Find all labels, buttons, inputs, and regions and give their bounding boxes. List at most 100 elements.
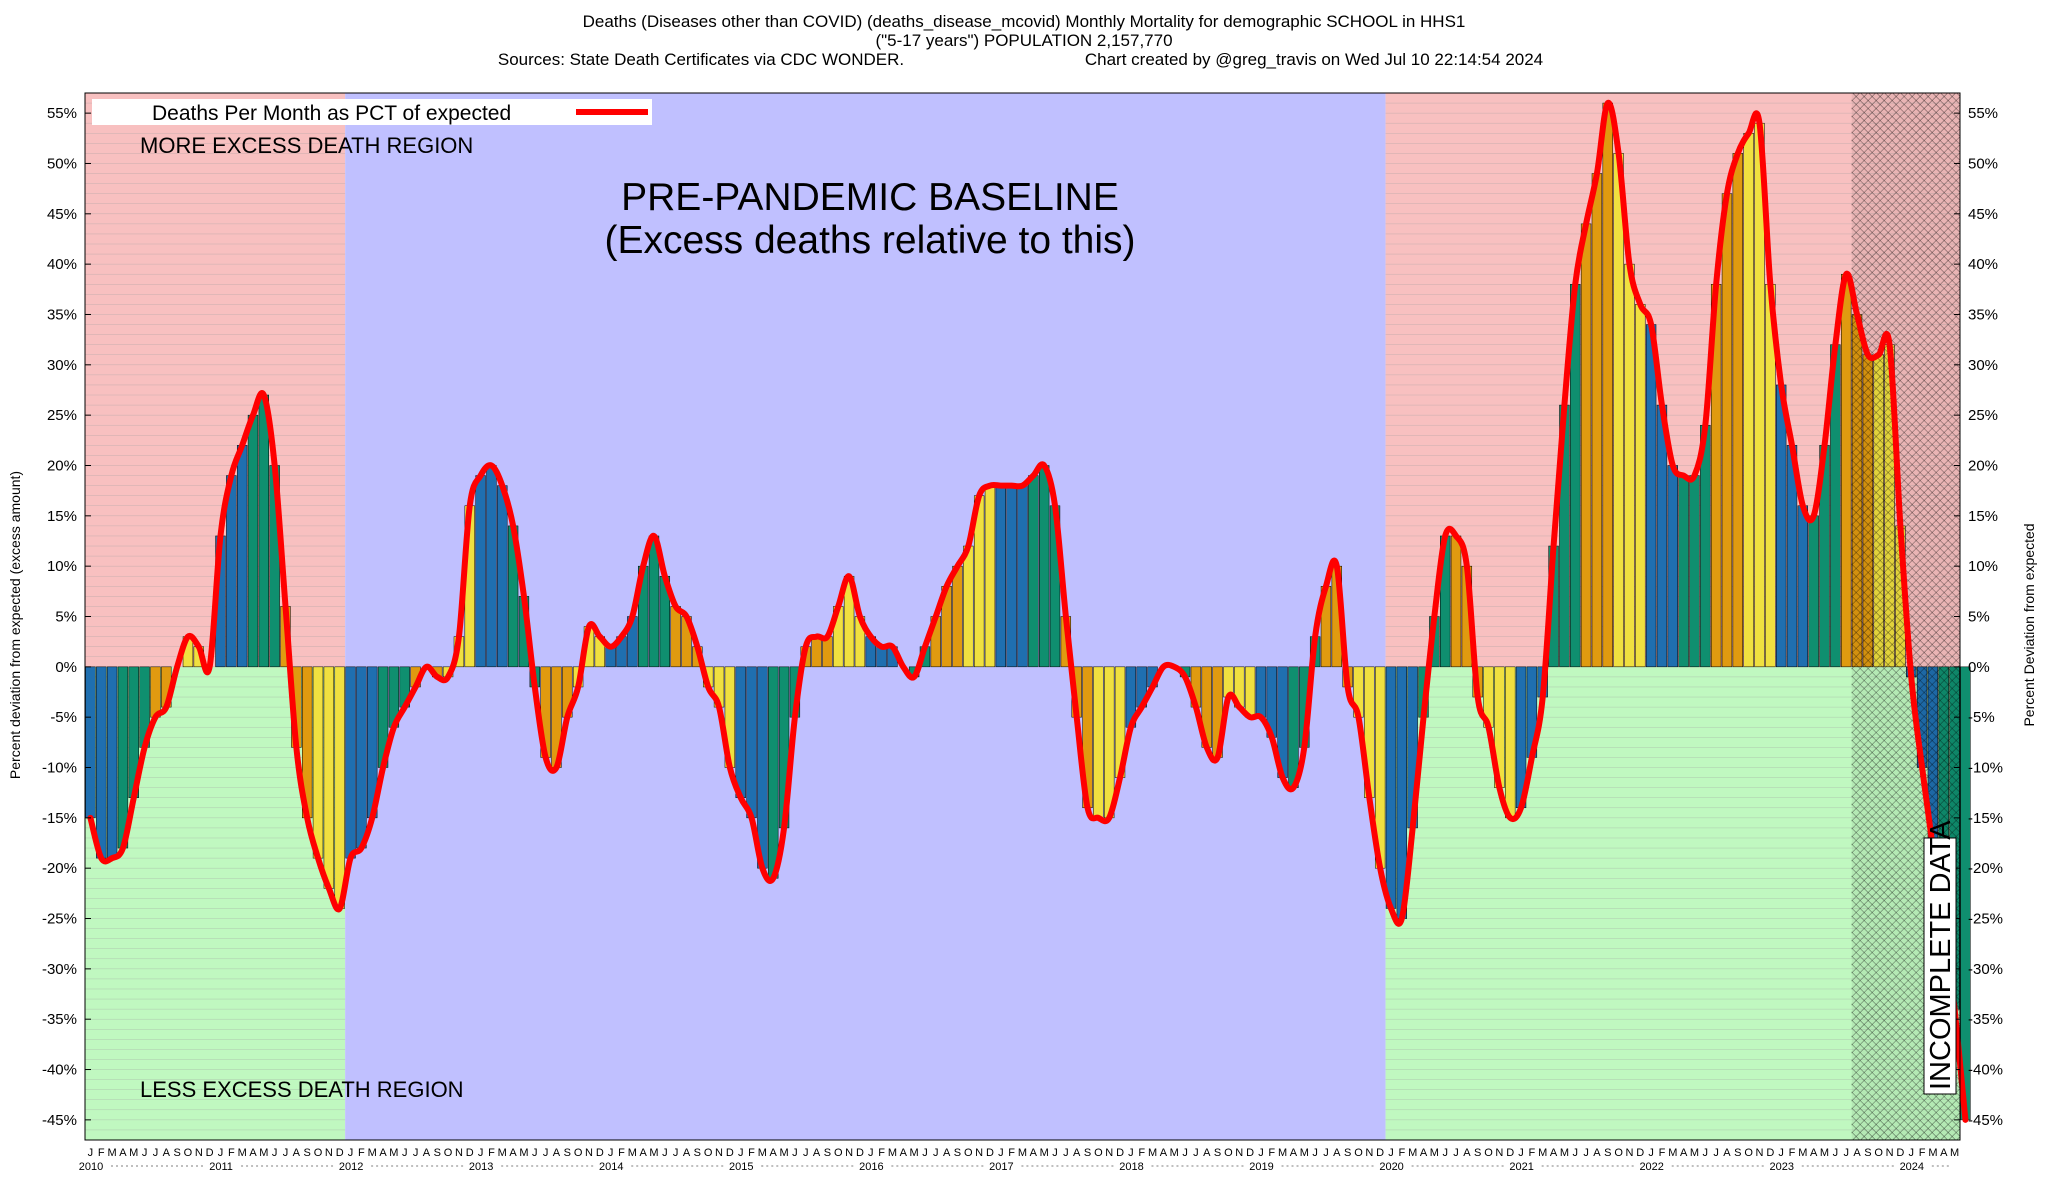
y-tick-label: -15% — [1968, 810, 2003, 827]
hatch-line — [1851, 864, 1961, 974]
series-line — [87, 100, 1969, 1123]
hatch-line — [1851, 160, 1961, 270]
y-tick-label: 20% — [1968, 457, 1998, 474]
hatch-line — [1851, 608, 1961, 718]
bar — [1505, 666, 1516, 819]
x-month-label: A — [1853, 1147, 1861, 1159]
x-month-label: M — [1798, 1147, 1807, 1159]
x-month-label: A — [1160, 1147, 1168, 1159]
x-month-label: N — [325, 1147, 333, 1159]
y-tick-label: -25% — [1968, 911, 2003, 928]
baseline-label-1: PRE-PANDEMIC BASELINE — [621, 176, 1119, 219]
hatch-line — [1851, 872, 1961, 982]
y-tick-label: 20% — [47, 457, 77, 474]
y-axis-right: 55% 50% 45% 40% 35% 30% 25% 20% 15% 10% 5% 0% -5% -10… — [1954, 105, 2003, 1129]
bar — [236, 445, 248, 668]
x-month-label: F — [748, 1147, 755, 1159]
bar — [334, 666, 345, 909]
y-tick-label: -5% — [50, 709, 77, 726]
x-month-label: O — [574, 1147, 583, 1159]
y-tick-label: 15% — [47, 508, 77, 525]
x-month-label: J — [283, 1147, 289, 1159]
hatch-line — [1851, 536, 1961, 646]
legend-label: Deaths Per Month as PCT of expected — [152, 102, 511, 125]
bar — [963, 545, 974, 668]
bar — [1580, 223, 1592, 668]
y-tick-label: -30% — [42, 961, 77, 978]
bar — [323, 666, 335, 889]
x-month-label: J — [792, 1147, 798, 1159]
hatch-line — [1851, 600, 1961, 710]
x-month-label: A — [1550, 1147, 1558, 1159]
x-month-label: O — [1354, 1147, 1363, 1159]
x-month-label: M — [1950, 1147, 1959, 1159]
x-year-label: 2016 — [859, 1161, 883, 1173]
bar — [1017, 485, 1028, 668]
bar — [258, 394, 269, 668]
hatch-line — [1851, 544, 1961, 654]
x-month-label: S — [304, 1147, 311, 1159]
x-month-label: F — [1659, 1147, 1666, 1159]
x-month-label: N — [1886, 1147, 1894, 1159]
x-month-label: M — [1538, 1147, 1547, 1159]
hatch-line — [1851, 904, 1961, 1014]
x-month-label: O — [1484, 1147, 1493, 1159]
x-month-label: F — [1789, 1147, 1796, 1159]
x-month-label: M — [1430, 1147, 1439, 1159]
x-month-label: N — [715, 1147, 723, 1159]
hatch-line — [1851, 251, 1961, 361]
y-tick-label: -40% — [42, 1062, 77, 1079]
bar — [85, 666, 96, 819]
x-month-label: D — [1896, 1147, 1904, 1159]
hatch-line — [1851, 931, 1961, 1041]
x-month-label: M — [389, 1147, 398, 1159]
x-month-label: D — [986, 1147, 994, 1159]
x-month-label: S — [954, 1147, 961, 1159]
x-month-label: O — [184, 1147, 193, 1159]
x-month-label: J — [153, 1147, 159, 1159]
hatch-line — [1851, 264, 1961, 374]
x-month-label: J — [1453, 1147, 1459, 1159]
x-month-label: D — [1376, 1147, 1384, 1159]
hatch-line — [1851, 256, 1961, 366]
legend-box — [92, 99, 652, 125]
x-month-label: M — [1300, 1147, 1309, 1159]
x-month-label: J — [1908, 1147, 1914, 1159]
bar — [1645, 324, 1657, 668]
x-month-label: F — [1529, 1147, 1536, 1159]
bar — [312, 666, 324, 859]
y-tick-label: -35% — [42, 1011, 77, 1028]
y-axis-right-title: Percent Deviation from expected — [2021, 523, 2037, 726]
x-month-label: N — [975, 1147, 983, 1159]
hatch-line — [1851, 168, 1961, 278]
x-month-label: D — [336, 1147, 344, 1159]
bar — [1450, 535, 1462, 668]
chart-subtitle: ("5-17 years") POPULATION 2,157,770 — [875, 31, 1172, 50]
x-month-label: M — [910, 1147, 919, 1159]
x-month-label: N — [1235, 1147, 1243, 1159]
x-month-label: O — [1744, 1147, 1753, 1159]
baseline-label-2: (Excess deaths relative to this) — [604, 219, 1135, 262]
x-month-label: A — [1030, 1147, 1038, 1159]
x-year-label: 2022 — [1639, 1161, 1663, 1173]
x-month-label: A — [293, 1147, 301, 1159]
hatch-line — [1851, 184, 1961, 294]
x-month-label: S — [564, 1147, 571, 1159]
bar — [486, 465, 497, 668]
bar — [150, 666, 161, 718]
x-month-label: A — [379, 1147, 387, 1159]
hatch-line — [1851, 520, 1961, 630]
bar — [984, 485, 996, 668]
x-month-label: A — [1420, 1147, 1428, 1159]
x-month-label: A — [813, 1147, 821, 1159]
x-month-label: A — [553, 1147, 561, 1159]
x-month-label: A — [1333, 1147, 1341, 1159]
hatch-line — [1851, 880, 1961, 990]
baseline-region — [345, 93, 1386, 1140]
x-month-label: N — [195, 1147, 203, 1159]
x-month-label: D — [856, 1147, 864, 1159]
x-month-label: A — [163, 1147, 171, 1159]
y-tick-label: 30% — [1968, 357, 1998, 374]
bar — [1104, 666, 1115, 819]
x-month-label: D — [1636, 1147, 1644, 1159]
